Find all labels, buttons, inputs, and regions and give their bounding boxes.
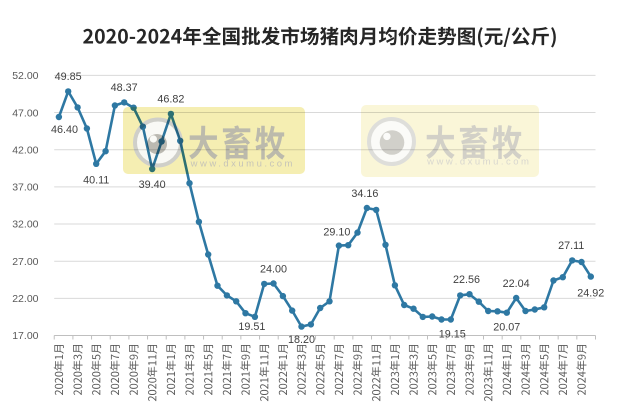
svg-text:www.dxumu.com: www.dxumu.com <box>426 157 531 168</box>
svg-text:24.00: 24.00 <box>260 263 287 275</box>
svg-text:27.11: 27.11 <box>558 240 584 252</box>
svg-text:27.00: 27.00 <box>12 256 38 268</box>
svg-text:18.20: 18.20 <box>288 334 315 346</box>
svg-text:37.00: 37.00 <box>12 182 38 194</box>
svg-text:22.56: 22.56 <box>453 274 480 286</box>
svg-text:20.07: 20.07 <box>493 322 520 334</box>
svg-text:46.40: 46.40 <box>51 124 78 136</box>
svg-text:52.00: 52.00 <box>12 70 38 82</box>
svg-text:19.51: 19.51 <box>238 321 265 333</box>
svg-text:19.15: 19.15 <box>439 328 466 340</box>
svg-text:34.16: 34.16 <box>351 188 378 200</box>
svg-text:17.00: 17.00 <box>12 330 38 342</box>
svg-text:47.00: 47.00 <box>12 107 38 119</box>
svg-text:www.dxumu.com: www.dxumu.com <box>190 159 295 170</box>
svg-text:39.40: 39.40 <box>139 179 166 191</box>
svg-text:40.11: 40.11 <box>83 175 109 187</box>
svg-text:49.85: 49.85 <box>55 71 82 83</box>
svg-text:32.00: 32.00 <box>12 219 38 231</box>
svg-text:24.92: 24.92 <box>577 287 604 299</box>
svg-text:22.04: 22.04 <box>503 278 530 290</box>
svg-text:29.10: 29.10 <box>323 226 350 238</box>
svg-text:48.37: 48.37 <box>111 82 138 94</box>
svg-text:42.00: 42.00 <box>12 144 38 156</box>
svg-text:46.82: 46.82 <box>157 94 184 106</box>
svg-text:22.00: 22.00 <box>12 293 38 305</box>
